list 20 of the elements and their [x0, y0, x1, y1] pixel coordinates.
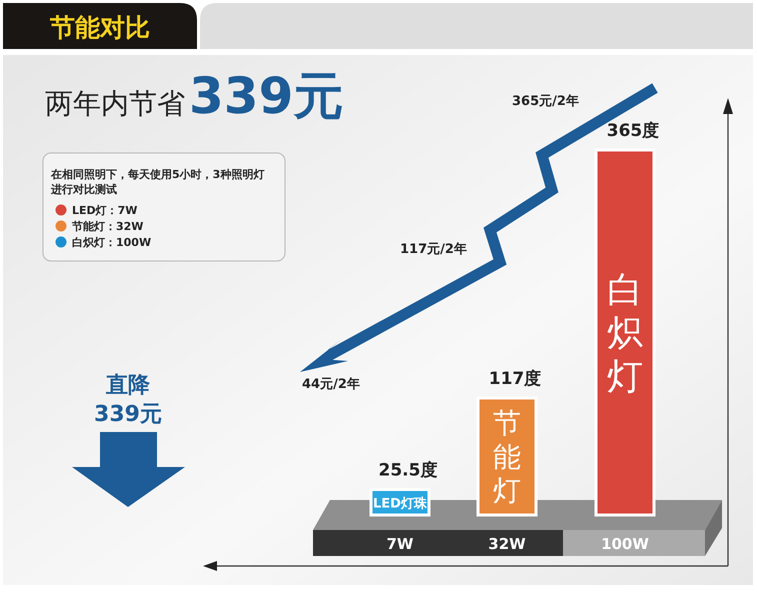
x-tick-label: 32W [488, 535, 526, 553]
annotation: 节能灯 [493, 406, 521, 507]
text: 在相同照明下，每天使用5小时，3种照明灯 [50, 168, 264, 181]
text: 339元 [94, 402, 162, 427]
annotation: 44元/2年 [302, 377, 360, 392]
text: 直降 [105, 373, 151, 398]
annotation: 117元/2年 [400, 242, 467, 257]
data-label: 25.5度 [378, 460, 438, 480]
text: 节能对比 [49, 13, 150, 42]
data-label: 117度 [488, 369, 542, 389]
x-tick-label: 100W [601, 535, 650, 553]
text: 进行对比测试 [50, 183, 117, 196]
data-label: 365度 [606, 121, 660, 141]
text: LED灯：7W [72, 204, 138, 217]
annotation: LED灯珠 [373, 496, 428, 512]
x-tick-label: 7W [386, 535, 414, 553]
text: 白炽灯：100W [72, 236, 152, 249]
annotation: 白炽灯 [607, 270, 643, 398]
text: 节能灯：32W [71, 220, 144, 233]
text: 365元/2年 [512, 94, 579, 109]
